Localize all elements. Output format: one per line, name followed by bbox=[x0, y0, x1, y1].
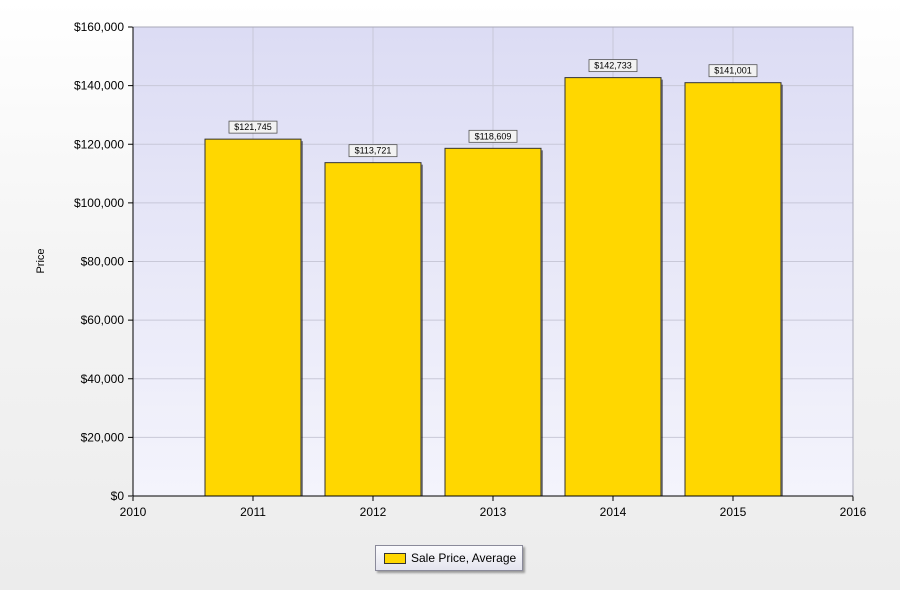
data-label: $121,745 bbox=[234, 122, 272, 132]
legend: Sale Price, Average bbox=[375, 545, 523, 571]
y-tick-label: $0 bbox=[111, 489, 125, 503]
y-axis-label: Price bbox=[35, 248, 47, 273]
data-label: $142,733 bbox=[594, 61, 632, 71]
legend-swatch bbox=[384, 552, 406, 564]
data-label-box bbox=[348, 144, 398, 158]
data-label-box bbox=[468, 129, 518, 143]
y-tick-label: $60,000 bbox=[81, 313, 125, 327]
bar bbox=[444, 147, 542, 497]
x-tick-label: 2011 bbox=[240, 505, 266, 519]
bars bbox=[204, 77, 783, 497]
data-label: $118,609 bbox=[475, 131, 512, 141]
data-label: $113,721 bbox=[355, 146, 392, 156]
y-tick-label: $80,000 bbox=[81, 255, 125, 269]
bar bbox=[204, 138, 302, 497]
y-tick-label: $100,000 bbox=[74, 196, 124, 210]
x-tick-label: 2016 bbox=[840, 505, 867, 519]
bar bbox=[564, 77, 662, 497]
x-tick-label: 2013 bbox=[480, 505, 507, 519]
bar bbox=[684, 82, 782, 497]
data-label-box bbox=[588, 59, 638, 73]
data-label-box bbox=[708, 64, 758, 78]
y-tick-label: $120,000 bbox=[74, 137, 124, 151]
data-label: $141,001 bbox=[714, 66, 752, 76]
y-tick-label: $40,000 bbox=[81, 372, 125, 386]
data-label-box bbox=[228, 120, 278, 134]
y-tick-label: $160,000 bbox=[74, 20, 124, 34]
x-tick-label: 2015 bbox=[720, 505, 747, 519]
x-tick-label: 2012 bbox=[360, 505, 387, 519]
y-tick-label: $140,000 bbox=[74, 79, 124, 93]
x-tick-label: 2014 bbox=[600, 505, 627, 519]
data-labels: $121,745 $113,721 $118,609 $142,733 $141,001 bbox=[228, 59, 758, 158]
axes: $0 $20,000 $40,000 $60,000 $80,000 $100,000 $1… bbox=[74, 20, 867, 519]
bar bbox=[324, 162, 422, 497]
x-tick-label: 2010 bbox=[120, 505, 147, 519]
legend-label: Sale Price, Average bbox=[411, 551, 517, 565]
y-tick-label: $20,000 bbox=[81, 430, 125, 444]
